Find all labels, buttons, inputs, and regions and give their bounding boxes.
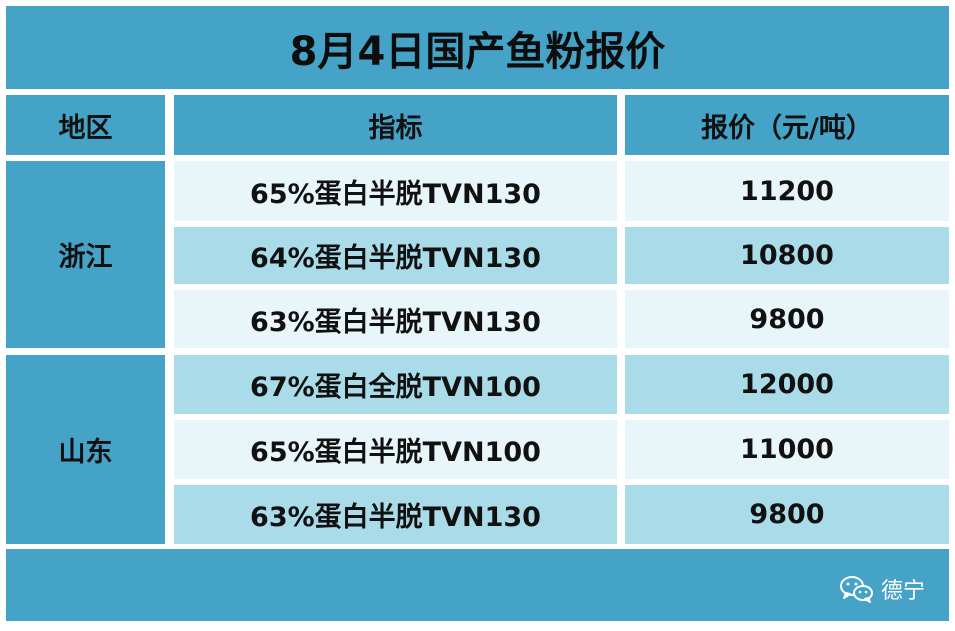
wechat-icon xyxy=(839,574,875,604)
brand-watermark: 德宁 xyxy=(839,573,925,605)
table-cell-price: 10800 xyxy=(625,227,949,284)
header-indicator: 指标 xyxy=(174,95,617,155)
table-cell-indicator: 64%蛋白半脱TVN130 xyxy=(174,227,617,284)
region-shandong: 山东 xyxy=(6,355,165,544)
table-cell-indicator: 63%蛋白半脱TVN130 xyxy=(174,485,617,544)
table-cell-indicator: 67%蛋白全脱TVN100 xyxy=(174,355,617,414)
region-zhejiang: 浙江 xyxy=(6,161,165,348)
table-cell-indicator: 65%蛋白半脱TVN130 xyxy=(174,161,617,221)
page-title: 8月4日国产鱼粉报价 xyxy=(6,6,949,89)
table-cell-indicator: 65%蛋白半脱TVN100 xyxy=(174,420,617,479)
footer-bar: 德宁 xyxy=(6,549,949,621)
header-price: 报价（元/吨） xyxy=(625,95,949,155)
brand-label: 德宁 xyxy=(880,579,925,604)
table-cell-price: 9800 xyxy=(625,290,949,348)
table-cell-price: 11000 xyxy=(625,420,949,479)
table-cell-price: 12000 xyxy=(625,355,949,414)
table-cell-indicator: 63%蛋白半脱TVN130 xyxy=(174,290,617,348)
table-cell-price: 9800 xyxy=(625,485,949,544)
header-region: 地区 xyxy=(6,95,165,155)
table-cell-price: 11200 xyxy=(625,161,949,221)
